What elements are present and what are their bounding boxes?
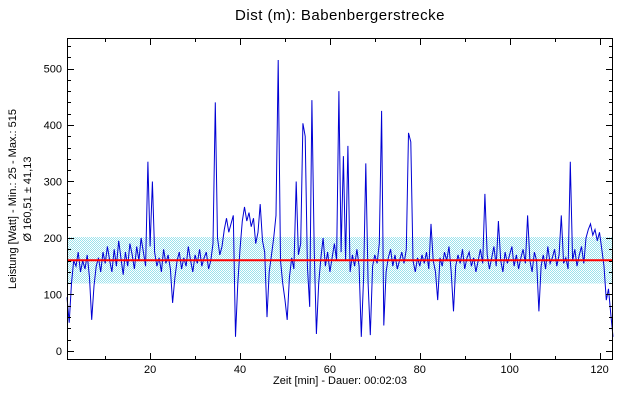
x-axis-title: Zeit [min] - Dauer: 00:02:03 [273, 375, 407, 387]
x-tick-label: 80 [414, 364, 426, 376]
x-tick-label: 20 [144, 364, 156, 376]
y-tick-labels: 0 100 200 300 400 500 [44, 64, 62, 358]
power-series-line [66, 59, 614, 337]
x-tick-labels: 20 40 60 80 100 120 [144, 364, 609, 376]
y-tick-label: 0 [56, 346, 62, 358]
y-tick-label: 200 [44, 233, 62, 245]
y-tick-label: 500 [44, 64, 62, 76]
axes-frame [67, 38, 613, 360]
y-tick-label: 400 [44, 120, 62, 132]
x-tick-label: 120 [590, 364, 608, 376]
x-tick-label: 60 [324, 364, 336, 376]
y-tick-label: 100 [44, 289, 62, 301]
x-tick-label: 40 [234, 364, 246, 376]
chart-title: Dist (m): Babenbergerstrecke [235, 7, 445, 24]
y-tick-label: 300 [44, 176, 62, 188]
axis-ticks [67, 38, 613, 360]
x-tick-label: 100 [500, 364, 518, 376]
